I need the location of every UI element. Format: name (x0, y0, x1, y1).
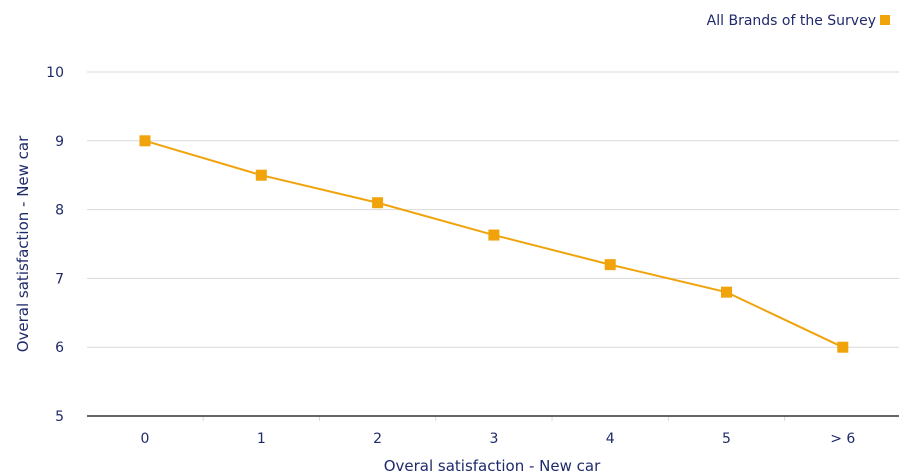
x-axis-ticks (202, 416, 786, 421)
data-point-marker (372, 197, 384, 209)
data-point-marker (488, 229, 500, 241)
x-tick-label: 3 (489, 431, 498, 447)
y-tick-label: 9 (55, 134, 64, 150)
x-tick-label: 4 (606, 431, 615, 447)
y-tick-label: 7 (55, 271, 64, 287)
x-tick-label: 1 (257, 431, 266, 447)
y-tick-label: 10 (46, 65, 64, 81)
x-tick-label: 5 (722, 431, 731, 447)
data-point-marker (255, 169, 267, 181)
data-point-marker (604, 259, 616, 271)
data-point-marker (721, 286, 732, 298)
x-tick-label: > 6 (830, 431, 855, 447)
y-axis-tick-labels: 5 6 7 8 9 10 (46, 65, 64, 425)
y-tick-label: 5 (55, 409, 64, 425)
y-axis-title: Overal satisfaction - New car (14, 135, 32, 352)
y-tick-label: 6 (55, 340, 64, 356)
legend-label: All Brands of the Survey (707, 13, 876, 29)
x-axis-title: Overal satisfaction - New car (384, 457, 601, 475)
x-tick-label: 0 (141, 431, 150, 447)
series-line (144, 139, 844, 349)
y-tick-label: 8 (55, 203, 64, 219)
data-point-marker (139, 135, 151, 147)
legend-swatch (880, 15, 890, 25)
x-axis-tick-labels: 0 1 2 3 4 5 > 6 (141, 431, 856, 447)
x-tick-label: 2 (373, 431, 382, 447)
data-point-marker (837, 341, 849, 353)
legend: All Brands of the Survey (707, 13, 890, 29)
series-layer (139, 135, 849, 353)
gridlines (87, 71, 899, 348)
